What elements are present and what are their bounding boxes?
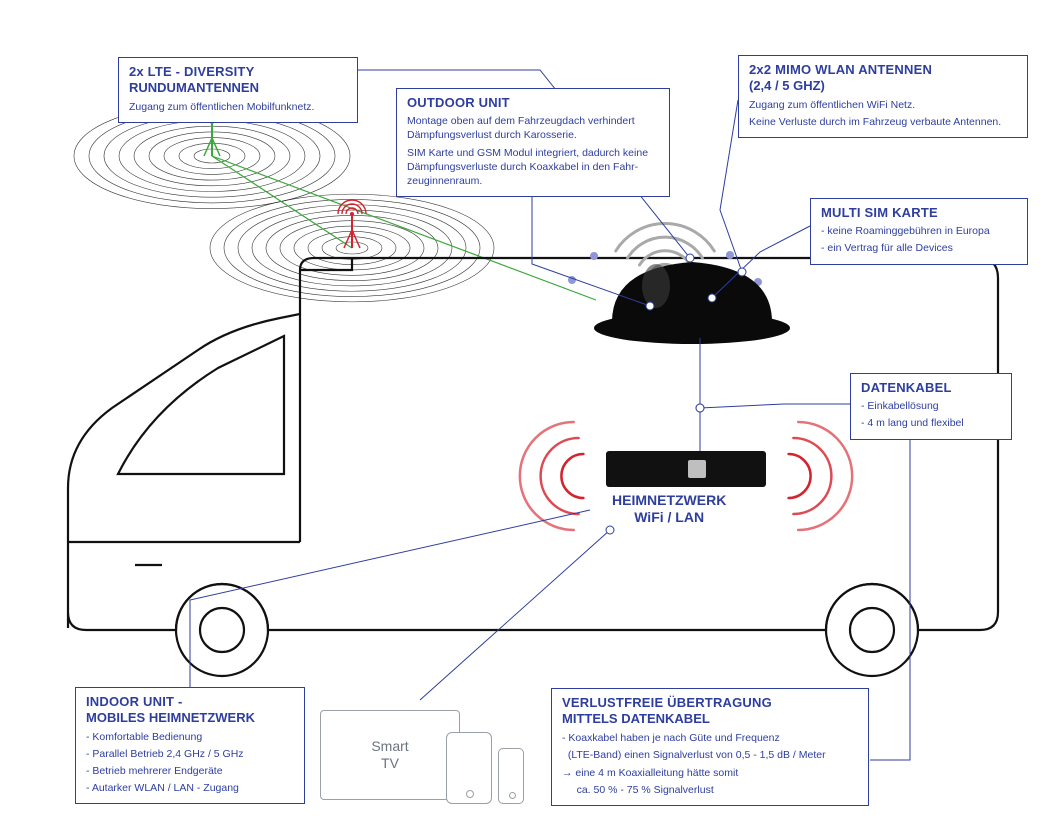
callout-datenkabel: DATENKABEL - Einkabellösung - 4 m lang u… — [850, 373, 1012, 440]
devices-group: Smart TV — [320, 700, 520, 815]
callout-lte: 2x LTE - DIVERSITY RUNDUMANTENNEN Zugang… — [118, 57, 358, 123]
outdoor-antenna — [594, 262, 790, 344]
smart-tv: Smart TV — [320, 710, 460, 800]
callout-multisim: MULTI SIM KARTE - keine Roaminggebühren … — [810, 198, 1028, 265]
callout-outdoor: OUTDOOR UNIT Montage oben auf dem Fahrze… — [396, 88, 670, 197]
phone-icon — [498, 748, 524, 804]
heim-line1: HEIMNETZWERK — [612, 492, 726, 509]
heim-line2: WiFi / LAN — [612, 509, 726, 526]
indoor-router — [606, 451, 766, 487]
callout-mimo: 2x2 MIMO WLAN ANTENNEN (2,4 / 5 GHZ) Zug… — [738, 55, 1028, 138]
tablet-icon — [446, 732, 492, 804]
callout-verlust: VERLUSTFREIE ÜBERTRAGUNG MITTELS DATENKA… — [551, 688, 869, 806]
home-network-label: HEIMNETZWERK WiFi / LAN — [612, 492, 726, 526]
callout-indoor: INDOOR UNIT - MOBILES HEIMNETZWERK - Kom… — [75, 687, 305, 804]
van-outline — [68, 258, 998, 676]
